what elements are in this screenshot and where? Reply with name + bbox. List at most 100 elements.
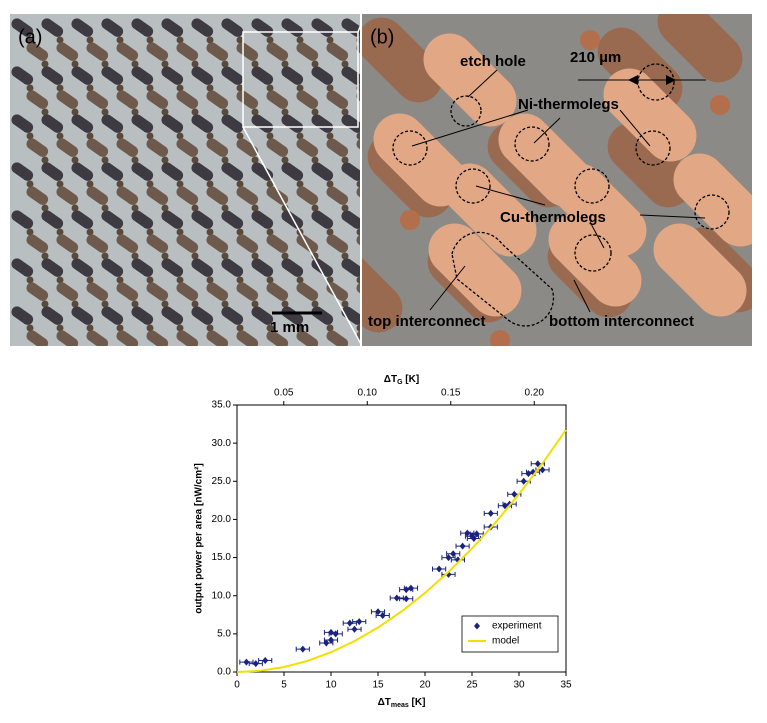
etch-hole [400,210,420,230]
hole [191,60,199,68]
hole [221,252,229,260]
axis-label-part: [K] [403,374,420,385]
leg [56,234,79,253]
hole [26,324,34,332]
leg [281,258,304,277]
leg [176,42,199,61]
leg [251,210,274,229]
leg [161,18,184,37]
interconnect [657,14,743,83]
legend-swatch [474,622,480,630]
hole [206,36,214,44]
leg [71,18,94,37]
hole [86,324,94,332]
leg [221,18,244,37]
leg [266,90,289,109]
hole [42,349,49,356]
thermoleg [443,163,537,257]
hole [56,180,64,188]
leg [296,42,319,61]
hole [222,349,229,356]
hole [116,276,124,284]
hole [146,84,154,92]
hole [146,132,154,140]
leg [86,90,109,109]
hole [206,132,214,140]
leg [56,42,79,61]
hole [101,204,109,212]
leg [341,162,360,181]
leg [281,114,304,133]
model-line [236,429,567,673]
hole [356,180,360,188]
etch-hole [710,95,730,115]
interconnect [362,247,403,333]
hole [296,132,304,140]
x-tick-label: 20 [419,680,431,691]
leg [326,90,349,109]
leg [341,114,360,133]
leg [71,258,94,277]
leg [266,330,289,346]
leg [296,330,319,346]
leg [326,234,349,253]
hole [71,204,79,212]
leg [176,282,199,301]
y-tick-label: 20.0 [212,514,232,525]
axis-label: ΔTmeas [K] [378,697,426,709]
interconnect [362,17,443,103]
point [243,658,250,666]
hole [131,204,139,212]
hole [161,156,169,164]
hole [296,84,304,92]
hole [26,132,34,140]
leg [26,234,49,253]
hole [71,60,79,68]
point [450,550,457,558]
hole [101,108,109,116]
legend-label: model [492,636,519,647]
annotation: top interconnect [368,313,486,330]
hole [356,132,360,140]
hole [372,349,379,356]
markers [392,63,730,327]
hole [116,324,124,332]
leg [266,282,289,301]
point [356,618,363,626]
hole [56,324,64,332]
leg [11,162,34,181]
hole [326,324,334,332]
point [520,477,527,485]
hole [26,228,34,236]
hole [266,324,274,332]
hole [221,108,229,116]
hole [161,300,169,308]
axis-label-part: meas [391,702,409,709]
leg [101,306,124,325]
hole [71,252,79,260]
hole [116,180,124,188]
point [473,530,480,538]
micrograph-b [362,14,752,346]
hole [161,108,169,116]
hole [192,349,199,356]
annotation: etch hole [460,53,526,70]
hole [101,300,109,308]
point [539,466,546,474]
etch-hole [490,330,510,346]
leg [41,18,64,37]
hole [341,252,349,260]
leg [41,210,64,229]
point [351,625,358,633]
hole [206,276,214,284]
leg [116,138,139,157]
leg [71,66,94,85]
leg [281,306,304,325]
hole [86,84,94,92]
leg [191,210,214,229]
hole [281,60,289,68]
x-tick-label: 5 [281,680,287,691]
annotation: bottom interconnect [549,313,694,330]
leg [26,186,49,205]
leg [176,138,199,157]
